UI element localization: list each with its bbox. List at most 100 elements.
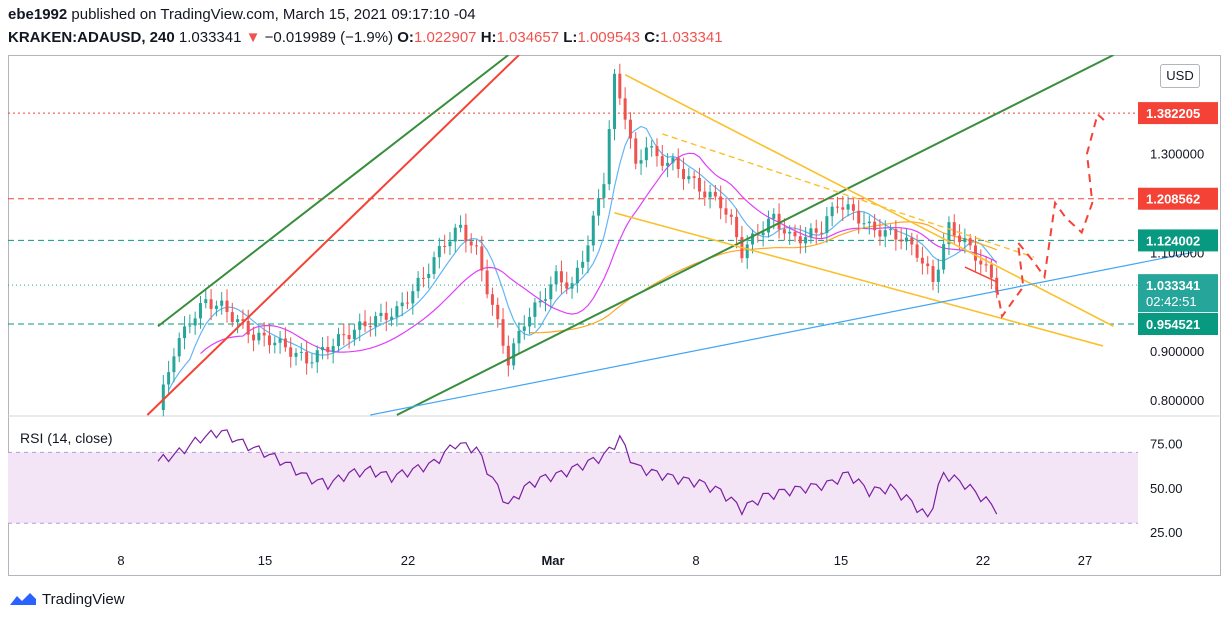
candle-body (469, 241, 473, 246)
candle-body (363, 321, 367, 327)
tradingview-icon (10, 593, 36, 605)
rsi-title: RSI (14, close) (20, 430, 113, 446)
brand-label: TradingView (42, 590, 125, 608)
candle-body (947, 222, 951, 245)
candle-body (400, 302, 404, 307)
currency-button[interactable]: USD (1160, 64, 1200, 88)
candle-body (835, 206, 839, 208)
candle-body (671, 157, 675, 163)
candle-body (278, 338, 282, 343)
candle-body (623, 98, 627, 120)
candle-body (793, 231, 797, 237)
green-channel-upper (157, 55, 509, 328)
candle-body (958, 235, 962, 243)
candle-body (682, 168, 686, 180)
candle-body (368, 326, 372, 328)
candle-body (549, 284, 553, 300)
candle-body (544, 299, 548, 301)
candle-body (358, 321, 362, 330)
candle-body (995, 277, 999, 293)
candle-body (459, 224, 463, 228)
rsi-axis-tick: 25.00 (1150, 525, 1183, 540)
candle-body (522, 326, 526, 331)
candle-body (246, 321, 250, 335)
candle-body (289, 347, 293, 357)
last-price: 1.033341 (178, 29, 242, 46)
candle-body (952, 222, 956, 236)
low-label: L: (563, 29, 578, 46)
rsi-axis-tick: 75.00 (1150, 437, 1183, 452)
candle-body (374, 316, 378, 327)
candle-body (766, 218, 770, 233)
candle-body (421, 277, 425, 279)
price-change: −0.019989 (−1.9%) (264, 29, 394, 46)
rsi-band (8, 452, 1138, 524)
candle-body (628, 119, 632, 139)
author-name[interactable]: ebe1992 (8, 6, 68, 23)
candle-body (570, 283, 574, 289)
projection-path (995, 112, 1109, 319)
candle-body (405, 302, 409, 304)
symbol-info: KRAKEN:ADAUSD, 240 1.033341 ▼ −0.019989 … (8, 29, 723, 46)
candle-body (666, 162, 670, 166)
blue-trend-line (370, 251, 1194, 416)
candle-body (846, 204, 850, 210)
candle-body (416, 277, 420, 292)
candle-body (915, 244, 919, 258)
candle-body (538, 300, 542, 303)
time-axis-tick: 22 (976, 553, 990, 568)
price-chart[interactable]: 0.8000000.9000001.1000001.3000001.382205… (8, 55, 1221, 576)
low-value: 1.009543 (577, 29, 641, 46)
candle-body (724, 208, 728, 215)
red-flag-line (964, 266, 998, 283)
candle-body (283, 338, 287, 348)
candle-body (331, 346, 335, 353)
symbol-label: KRAKEN:ADAUSD, 240 (8, 29, 175, 46)
candle-body (443, 246, 447, 248)
candle-body (650, 146, 654, 148)
red-trend-line (146, 55, 520, 416)
candle-body (464, 224, 468, 242)
candle-body (968, 238, 972, 246)
open-label: O: (397, 29, 414, 46)
price-label-text: 1.124002 (1146, 233, 1200, 248)
price-axis-tick: 1.300000 (1150, 147, 1204, 162)
chart-frame (8, 55, 1221, 576)
candle-body (873, 221, 877, 231)
candle-body (480, 246, 484, 271)
candle-body (984, 264, 988, 266)
candle-body (214, 305, 218, 309)
candle-body (634, 138, 638, 164)
candle-body (809, 228, 813, 238)
candle-body (220, 300, 224, 306)
candle-body (618, 73, 622, 99)
candle-body (326, 347, 330, 353)
candle-body (814, 228, 818, 233)
candle-body (607, 129, 611, 185)
candle-body (777, 213, 781, 230)
yellow-wedge-lower (614, 212, 1104, 347)
price-axis-tick: 0.900000 (1150, 344, 1204, 359)
candle-body (236, 319, 240, 323)
candle-body (252, 334, 256, 341)
candle-body (878, 230, 882, 237)
candle-body (496, 304, 500, 320)
yellow-wedge-upper (624, 74, 1114, 327)
candle-body (575, 267, 579, 284)
rsi-line (157, 429, 998, 518)
candle-body (559, 271, 563, 283)
yellow-dashed-line (662, 133, 1035, 258)
candle-body (586, 245, 590, 262)
candle-body (862, 223, 866, 225)
candle-body (745, 244, 749, 259)
candle-body (198, 303, 202, 319)
price-label-box (1138, 102, 1218, 125)
candle-body (602, 184, 606, 199)
tradingview-logo[interactable]: TradingView (8, 590, 125, 608)
candle-body (581, 261, 585, 268)
candle-body (655, 146, 659, 157)
candle-body (820, 232, 824, 234)
time-axis-tick: 8 (117, 553, 124, 568)
candle-body (299, 351, 303, 353)
candle-body (772, 213, 776, 219)
